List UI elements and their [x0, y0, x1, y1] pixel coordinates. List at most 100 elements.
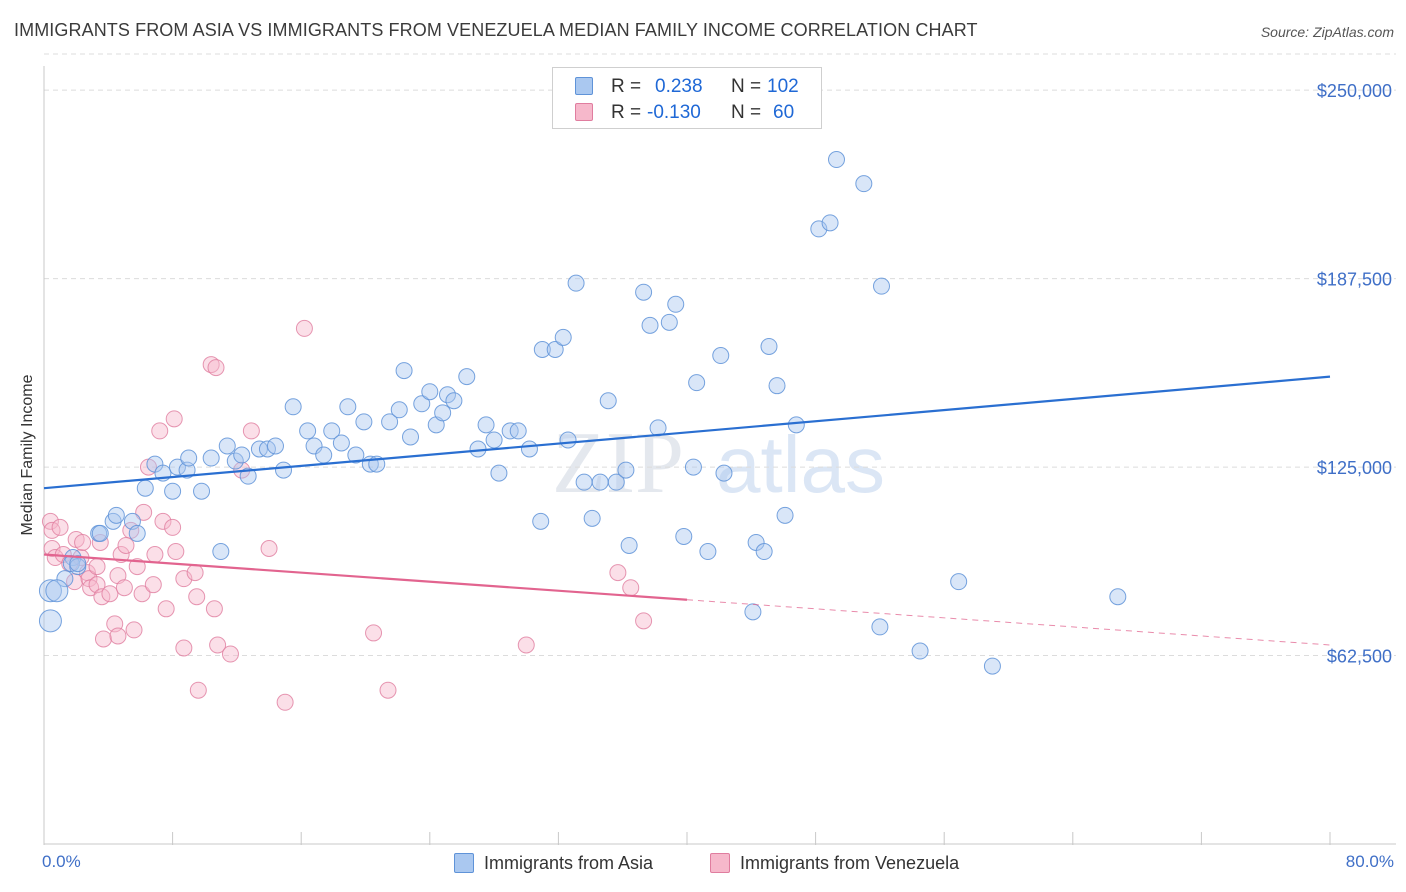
- asia-point: [339, 398, 357, 416]
- venezuela-point: [128, 558, 146, 576]
- asia-point: [911, 642, 929, 660]
- asia-point: [755, 543, 773, 561]
- venezuela-point: [276, 693, 294, 711]
- asia-point: [38, 609, 62, 633]
- source-site: ZipAtlas.com: [1313, 24, 1394, 40]
- venezuela-point: [112, 546, 130, 564]
- asia-point: [787, 416, 805, 434]
- asia-point: [402, 428, 420, 446]
- venezuela-point: [209, 636, 227, 654]
- asia-points: [38, 151, 1127, 675]
- grid-lines: [44, 53, 1396, 657]
- y-tick-label: $187,500: [1317, 270, 1392, 290]
- asia-point: [760, 337, 778, 355]
- asia-point: [776, 506, 794, 524]
- asia-point: [390, 401, 408, 419]
- asia-point: [275, 461, 293, 479]
- asia-point: [299, 422, 317, 440]
- asia-point: [667, 295, 685, 313]
- legend-venezuela-label: Immigrants from Venezuela: [740, 853, 960, 873]
- legend-asia-swatch: [454, 853, 474, 873]
- asia-point: [218, 437, 236, 455]
- venezuela-point: [221, 645, 239, 663]
- asia-point: [821, 214, 839, 232]
- asia-point: [554, 328, 572, 346]
- asia-point: [445, 392, 463, 410]
- asia-point: [315, 446, 333, 464]
- venezuela-r-label: R =: [611, 102, 642, 123]
- asia-point: [490, 464, 508, 482]
- asia-point: [421, 383, 439, 401]
- venezuela-point: [144, 576, 162, 594]
- asia-point: [434, 404, 452, 422]
- trend-lines: [43, 375, 1331, 646]
- x-tick-label-max: 80.0%: [1345, 852, 1394, 871]
- asia-point: [180, 449, 198, 467]
- venezuela-point: [260, 540, 278, 558]
- asia-point: [438, 386, 456, 404]
- y-tick-labels: $62,500 $125,000 $187,500 $250,000: [1317, 81, 1392, 666]
- asia-n-label: N =: [731, 76, 762, 97]
- venezuela-point: [189, 681, 207, 699]
- venezuela-point: [207, 359, 225, 377]
- venezuela-point: [109, 627, 127, 645]
- venezuela-point: [154, 512, 172, 530]
- asia-swatch: [575, 77, 593, 95]
- asia-n-value: 102: [767, 76, 799, 97]
- asia-r-label: R =: [611, 76, 642, 97]
- asia-point: [559, 431, 577, 449]
- asia-point: [413, 395, 431, 413]
- asia-point: [983, 657, 1001, 675]
- watermark: ZIP atlas: [552, 415, 885, 512]
- asia-point: [128, 524, 146, 542]
- asia-point: [45, 579, 69, 603]
- venezuela-point: [242, 422, 260, 440]
- venezuela-point: [117, 536, 135, 554]
- asia-point: [567, 274, 585, 292]
- asia-point: [635, 283, 653, 301]
- venezuela-point: [101, 585, 119, 603]
- venezuela-point: [609, 564, 627, 582]
- venezuela-point: [164, 518, 182, 536]
- venezuela-r-value: -0.130: [647, 102, 701, 123]
- venezuela-point: [202, 356, 220, 374]
- venezuela-point: [188, 588, 206, 606]
- venezuela-point: [175, 639, 193, 657]
- venezuela-points: [41, 319, 653, 711]
- watermark-atlas: atlas: [716, 420, 885, 509]
- venezuela-point: [151, 422, 169, 440]
- asia-point: [477, 416, 495, 434]
- watermark-zip: ZIP: [552, 415, 684, 512]
- venezuela-point: [622, 579, 640, 597]
- asia-point: [712, 347, 730, 365]
- asia-point: [1109, 588, 1127, 606]
- asia-point: [202, 449, 220, 467]
- asia-point: [641, 316, 659, 334]
- asia-point: [266, 437, 284, 455]
- asia-point: [546, 340, 564, 358]
- asia-point: [660, 313, 678, 331]
- source-credit[interactable]: Source: ZipAtlas.com: [1261, 24, 1394, 40]
- legend-venezuela-swatch: [710, 853, 730, 873]
- asia-point: [871, 618, 889, 636]
- venezuela-point: [157, 600, 175, 618]
- asia-point: [827, 151, 845, 169]
- asia-point: [768, 377, 786, 395]
- y-axis-label: Median Family Income: [19, 374, 36, 536]
- asia-point: [168, 458, 186, 476]
- venezuela-point: [146, 546, 164, 564]
- asia-point: [164, 482, 182, 500]
- venezuela-point: [365, 624, 383, 642]
- asia-point: [355, 413, 373, 431]
- venezuela-point: [205, 600, 223, 618]
- asia-point: [239, 467, 257, 485]
- asia-point: [855, 175, 873, 193]
- axes: [43, 66, 1396, 845]
- x-tick-label-min: 0.0%: [42, 852, 81, 871]
- asia-point: [532, 512, 550, 530]
- venezuela-n-label: N =: [731, 102, 762, 123]
- venezuela-n-value: 60: [773, 102, 795, 123]
- asia-point: [533, 340, 551, 358]
- venezuela-swatch: [575, 103, 593, 121]
